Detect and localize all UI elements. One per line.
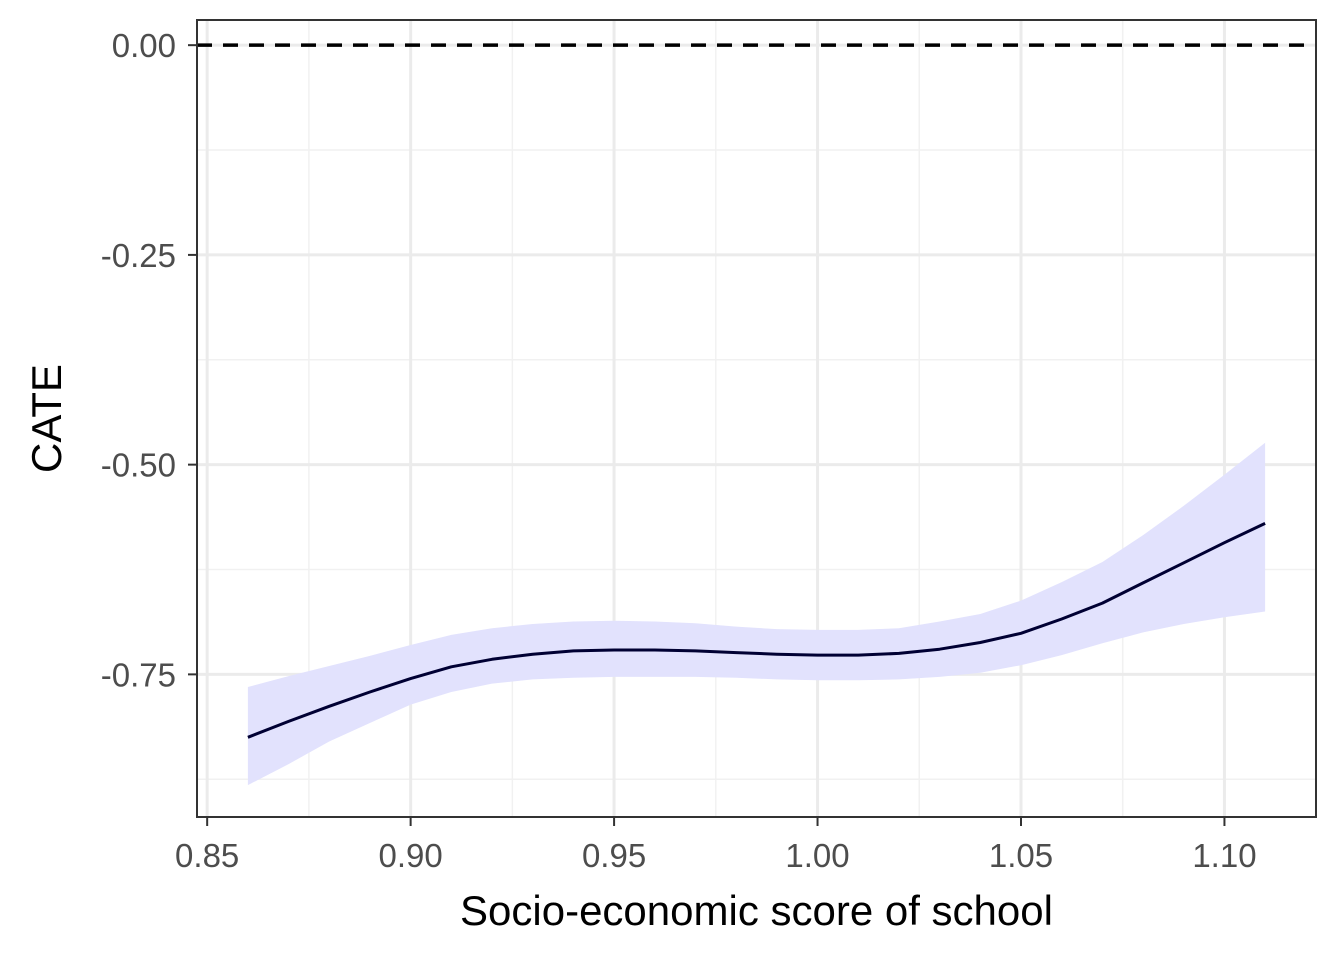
cate-curve — [247, 522, 1266, 739]
x-tick-label: 0.90 — [379, 837, 443, 874]
x-tick-label: 0.85 — [175, 837, 239, 874]
x-tick-labels: 0.85 0.90 0.95 1.00 1.05 1.10 — [175, 837, 1257, 874]
x-axis-title: Socio-economic score of school — [460, 887, 1053, 934]
minor-gridlines — [197, 20, 1316, 817]
y-tick-label: -0.75 — [101, 656, 176, 693]
confidence-ribbon — [247, 442, 1266, 786]
y-tick-labels: 0.00 -0.25 -0.50 -0.75 — [101, 27, 176, 693]
x-tick-label: 0.95 — [582, 837, 646, 874]
axis-ticks — [188, 44, 1226, 826]
confidence-ribbon-group — [247, 442, 1266, 786]
y-tick-label: -0.50 — [101, 447, 176, 484]
x-tick-label: 1.10 — [1192, 837, 1256, 874]
y-tick-label: 0.00 — [112, 27, 176, 64]
x-tick-label: 1.00 — [785, 837, 849, 874]
cate-curve-group — [247, 522, 1266, 739]
y-axis-title: CATE — [23, 364, 70, 473]
x-tick-label: 1.05 — [989, 837, 1053, 874]
y-tick-label: -0.25 — [101, 237, 176, 274]
panel-border — [196, 19, 1317, 818]
